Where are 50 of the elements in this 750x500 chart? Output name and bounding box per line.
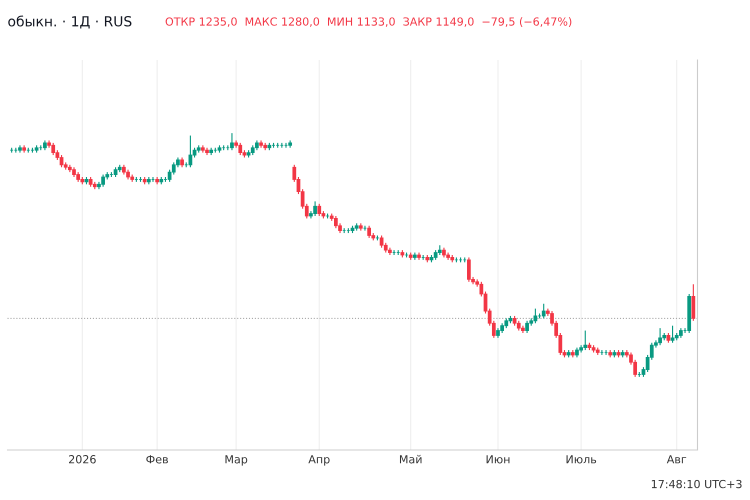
candlestick xyxy=(313,200,317,217)
x-tick-label: Июн xyxy=(486,455,510,464)
x-tick-label: Июль xyxy=(566,455,596,464)
x-tick-label: Апр xyxy=(308,455,330,466)
candlestick xyxy=(255,140,259,151)
candlestick xyxy=(467,256,471,282)
candlestick xyxy=(583,330,588,351)
candlestick xyxy=(500,322,504,334)
candlestick xyxy=(380,234,384,248)
candlestick xyxy=(496,328,500,338)
candlestick xyxy=(43,140,47,151)
candlestick xyxy=(434,250,438,260)
chart-title: обыкн. · 1Д · RUS xyxy=(8,16,132,29)
candlestick xyxy=(691,284,696,322)
candlestick xyxy=(666,332,670,344)
candlestick xyxy=(88,176,93,188)
candlestick xyxy=(442,247,446,258)
candlestick xyxy=(512,315,516,326)
candlestick xyxy=(679,328,683,338)
x-tick-label: Авг xyxy=(666,455,686,464)
text: 17:48:10 UTC+3 xyxy=(652,480,742,488)
candlestick xyxy=(114,166,118,178)
x-tick-label: 2026 xyxy=(68,455,96,464)
candlestick xyxy=(534,308,538,324)
candlestick xyxy=(180,156,184,168)
candlestick xyxy=(188,135,192,168)
candlestick xyxy=(525,320,529,334)
candlestick xyxy=(334,215,338,229)
candlestick xyxy=(317,203,322,217)
candlestick xyxy=(670,325,674,344)
candlestick xyxy=(658,328,662,346)
candlestick xyxy=(76,172,80,182)
candlestick xyxy=(238,142,242,156)
candlestick xyxy=(72,166,76,178)
chart-subtitle: ОТКР 1235,0 МАКС 1280,0 МИН 1133,0 ЗАКР 1149,0 −79,5 (−6,47%) xyxy=(166,17,572,28)
candlestick xyxy=(504,318,508,329)
candlestick xyxy=(438,244,442,256)
x-tick-label: Фев xyxy=(146,455,168,464)
candlestick xyxy=(122,164,126,176)
candlestick xyxy=(126,169,130,180)
candlestick xyxy=(516,320,521,332)
candlestick xyxy=(51,142,56,156)
candlestick xyxy=(367,225,371,238)
candlestick xyxy=(230,132,234,151)
candlestick xyxy=(250,144,255,156)
candlestick xyxy=(575,347,579,358)
x-tick-label: Май xyxy=(400,454,422,464)
candlestick xyxy=(101,174,105,188)
x-tick-label: Мар xyxy=(225,455,248,466)
candlestick xyxy=(542,303,546,319)
